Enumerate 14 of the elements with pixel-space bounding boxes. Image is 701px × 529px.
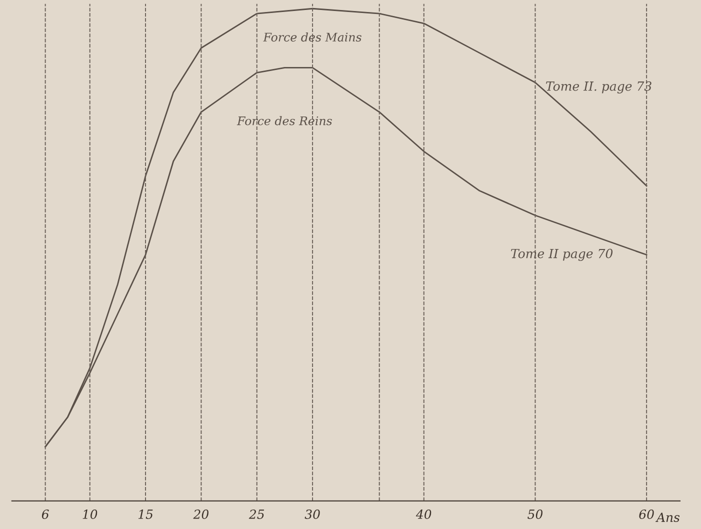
x-tick-label: 30 [304,510,320,519]
annotation: Tome II. page 73 [546,81,652,94]
x-tick-label: 20 [193,510,209,519]
x-tick-label: 50 [528,510,543,519]
x-tick-label: 25 [248,510,264,519]
x-tick-label: 60 [639,510,654,519]
text: Force des Reins [236,116,332,126]
annotation: Tome II page 70 [511,248,613,261]
x-tick-label: 40 [416,510,432,519]
x-tick-label: 10 [82,510,98,519]
x-axis-title: Ans [656,512,680,522]
series-label: Force des Mains [263,32,362,42]
x-tick-label: 15 [138,510,153,519]
x-tick-label: 6 [42,510,49,519]
